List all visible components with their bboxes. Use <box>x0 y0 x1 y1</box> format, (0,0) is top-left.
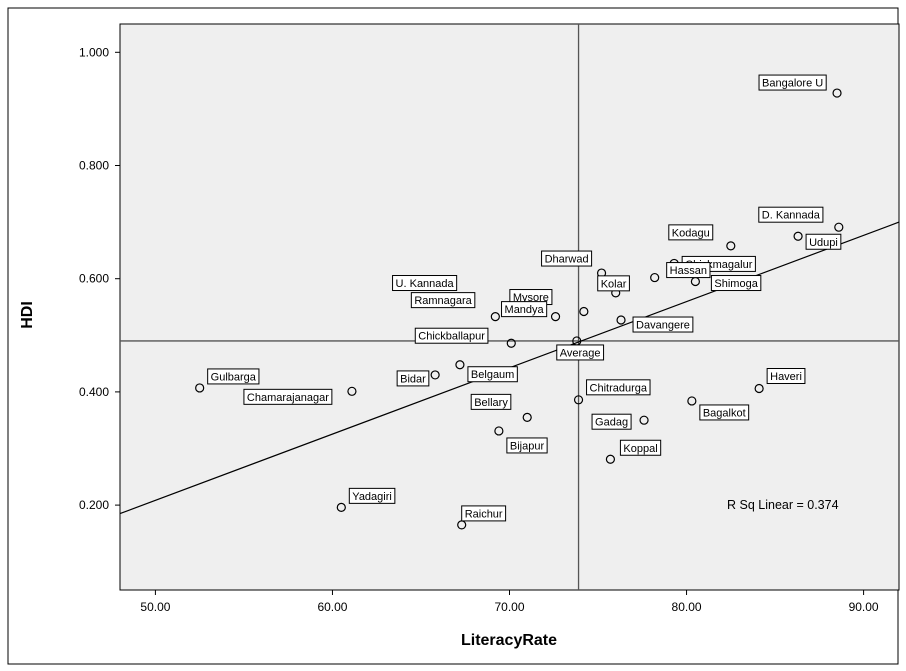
data-point <box>573 395 584 405</box>
data-point-label: Mysore <box>513 292 549 304</box>
data-point-label-box <box>541 250 593 267</box>
data-point <box>336 502 346 512</box>
data-point <box>430 370 440 380</box>
data-point <box>195 383 205 393</box>
r-squared-annotation: R Sq Linear = 0.374 <box>727 498 839 512</box>
data-point <box>522 412 532 422</box>
data-point-label: Chitradurga <box>590 382 648 394</box>
data-point-label: Bidar <box>400 373 426 385</box>
data-point-label-box <box>392 275 458 292</box>
data-point-label: Yadagiri <box>352 491 392 503</box>
data-point-label-box <box>467 366 518 383</box>
data-point-label-box <box>632 316 694 333</box>
y-tick-label: 0.600 <box>79 272 109 286</box>
data-point-label-box <box>699 404 750 421</box>
data-point-label-box <box>414 327 489 344</box>
data-point-label-box <box>710 275 762 292</box>
data-point <box>687 396 697 406</box>
data-point <box>650 272 660 283</box>
data-point <box>832 88 842 98</box>
data-point-label-box <box>591 413 632 430</box>
data-point <box>506 338 516 348</box>
data-point <box>639 415 649 425</box>
x-tick-label: 70.00 <box>494 600 524 614</box>
data-point <box>579 306 589 317</box>
y-axis-title: HDI <box>19 301 36 329</box>
data-point-label-box <box>207 368 260 385</box>
data-point-label: Average <box>560 347 601 359</box>
data-point-label-box <box>758 206 824 223</box>
data-point-label-box <box>556 344 605 361</box>
data-point-label-box <box>619 439 662 456</box>
data-point <box>834 222 844 232</box>
data-point-label: Chamarajanagar <box>247 392 329 404</box>
data-point-label-box <box>668 224 714 241</box>
data-point-label: U. Kannada <box>396 278 455 290</box>
y-tick-label: 0.200 <box>79 498 109 512</box>
data-point <box>726 241 736 251</box>
data-point <box>490 312 500 322</box>
data-point-label-box <box>470 393 512 410</box>
data-point-label: D. Kannada <box>762 210 821 222</box>
x-tick-label: 90.00 <box>849 600 879 614</box>
data-point-label: Kodagu <box>672 227 710 239</box>
data-point-label: Kolar <box>601 278 627 290</box>
data-point-label: Mandya <box>505 304 545 316</box>
data-point <box>347 386 357 396</box>
data-point-label-box <box>758 74 827 91</box>
data-point-label: Gulbarga <box>211 371 257 383</box>
data-point-label: Ramnagara <box>414 295 472 307</box>
data-point-label: Chickballapur <box>418 331 485 343</box>
data-point-label-box <box>666 262 711 279</box>
x-tick-label: 80.00 <box>672 600 702 614</box>
x-tick-label: 60.00 <box>317 600 347 614</box>
data-point-label-box <box>243 388 333 405</box>
data-point-label: Bellary <box>474 397 508 409</box>
data-point-label: Shimoga <box>714 278 758 290</box>
data-point-label-box <box>396 370 430 387</box>
data-point-label: Gadag <box>595 417 628 429</box>
data-point <box>793 231 803 241</box>
data-point-label: Dharwad <box>545 254 589 266</box>
data-point <box>455 360 465 370</box>
data-point-label-box <box>501 301 548 318</box>
data-point-label-box <box>805 233 842 250</box>
data-point <box>616 315 626 325</box>
data-point-label: Bangalore U <box>762 78 823 90</box>
data-point-label: Bagalkot <box>703 407 746 419</box>
data-point-label-box <box>766 368 806 385</box>
y-tick-label: 1.000 <box>79 45 109 59</box>
data-point-label-box <box>506 437 548 454</box>
data-point <box>605 454 616 464</box>
data-point-label-box <box>461 505 507 522</box>
y-tick-label: 0.800 <box>79 159 109 173</box>
data-point-label-box <box>410 292 476 309</box>
x-tick-label: 50.00 <box>140 600 170 614</box>
data-point-label: Bijapur <box>510 440 545 452</box>
data-point <box>550 312 561 322</box>
data-point-label: Raichur <box>465 508 503 520</box>
data-point-label-box <box>348 487 396 504</box>
x-axis-title: LiteracyRate <box>461 632 557 649</box>
data-point <box>754 383 764 394</box>
data-point-label: Belgaum <box>471 369 514 381</box>
y-tick-label: 0.400 <box>79 385 109 399</box>
data-point-label-box <box>586 379 651 396</box>
data-point-label: Hassan <box>670 265 707 277</box>
data-point-label: Davangere <box>636 320 690 332</box>
data-point-label: Udupi <box>809 237 838 249</box>
data-point-label-box <box>597 275 630 292</box>
data-point-label: Koppal <box>623 443 657 455</box>
data-point-label: Haveri <box>770 371 802 383</box>
data-point <box>494 426 504 436</box>
